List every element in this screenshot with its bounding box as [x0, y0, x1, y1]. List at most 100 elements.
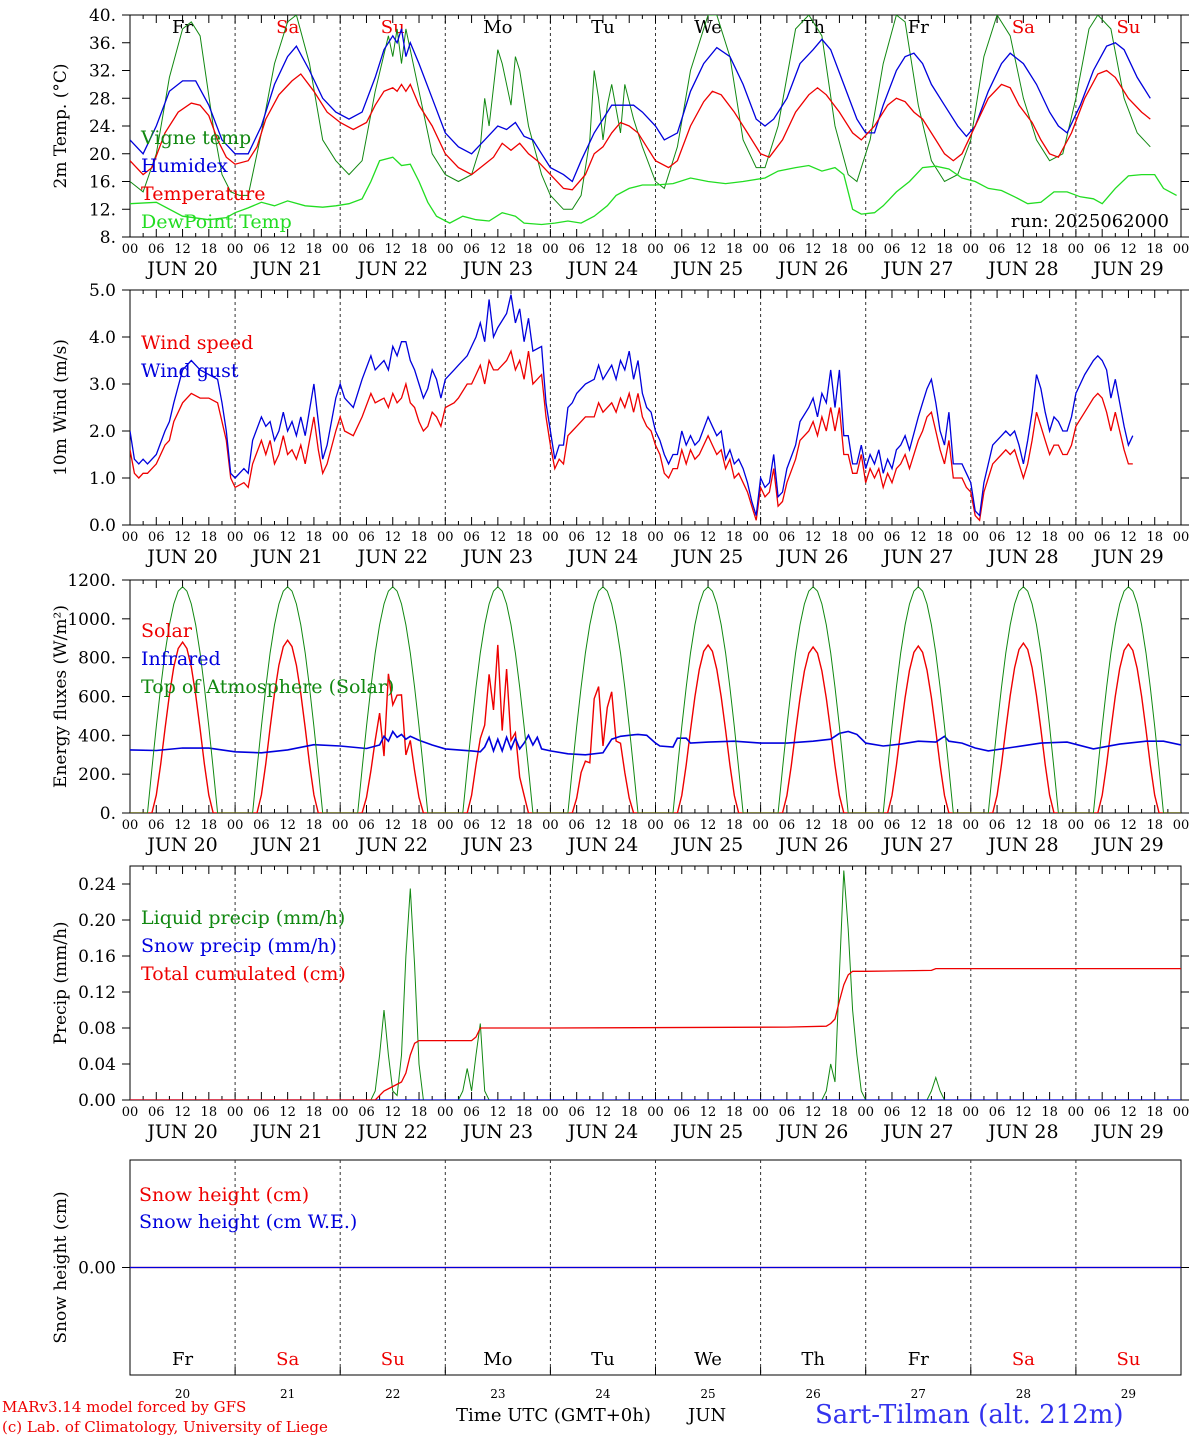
hour-label: 12: [384, 818, 401, 833]
hour-label: 18: [306, 242, 323, 257]
y-tick-label: 16.: [89, 173, 116, 193]
series-group: [130, 294, 1134, 522]
hour-label: 06: [884, 1105, 901, 1120]
day-number-label: 24: [595, 1387, 611, 1401]
date-label: JUN 25: [671, 546, 743, 568]
date-label: JUN 26: [776, 546, 848, 568]
legend-entry: DewPoint Temp: [141, 211, 292, 233]
hour-label: 00: [1068, 530, 1085, 545]
hour-label: 18: [1041, 818, 1058, 833]
hour-label: 18: [1041, 530, 1058, 545]
hour-label: 12: [1120, 1105, 1137, 1120]
hour-label: 00: [122, 1105, 139, 1120]
hour-label: 06: [1094, 530, 1111, 545]
hour-label: 18: [201, 1105, 218, 1120]
y-tick-label: 3.0: [89, 375, 116, 395]
date-label: JUN 25: [671, 834, 743, 856]
hour-label: 12: [1015, 1105, 1032, 1120]
hour-label: 06: [568, 242, 585, 257]
date-label: JUN 25: [671, 1121, 743, 1143]
day-number-label: 20: [175, 1387, 190, 1401]
hour-label: 00: [542, 242, 559, 257]
hour-label: 12: [1015, 530, 1032, 545]
hour-label: 12: [700, 1105, 717, 1120]
y-tick-label: 200.: [78, 765, 116, 785]
hour-label: 18: [726, 530, 743, 545]
hour-label: 06: [463, 242, 480, 257]
hour-label: 18: [831, 530, 848, 545]
hour-label: 12: [279, 242, 296, 257]
legend-entry: Vigne temp: [140, 127, 251, 149]
hour-label: 00: [647, 242, 664, 257]
legend-entry: Infrared: [141, 648, 221, 670]
series-line-wind-gust: [130, 294, 1134, 518]
model-credit: MARv3.14 model forced by GFS: [2, 1398, 247, 1416]
hour-label: 06: [884, 818, 901, 833]
hour-label: 12: [490, 242, 507, 257]
y-tick-label: 24.: [89, 117, 116, 137]
date-label: JUN 24: [566, 834, 638, 856]
hour-label: 18: [831, 1105, 848, 1120]
date-label: JUN 21: [250, 834, 322, 856]
date-label: JUN 28: [986, 834, 1058, 856]
hour-label: 18: [306, 818, 323, 833]
hour-label: 12: [279, 1105, 296, 1120]
hour-label: 00: [227, 530, 244, 545]
legend-entry: Humidex: [141, 155, 228, 177]
hour-label: 00: [437, 530, 454, 545]
day-name-label: Sa: [1012, 1349, 1035, 1370]
day-name-label: Mo: [483, 1349, 512, 1370]
day-number-label: 28: [1016, 1387, 1031, 1401]
date-label: JUN 20: [145, 834, 217, 856]
y-tick-label: 1000.: [67, 610, 116, 630]
hour-label: 00: [1068, 242, 1085, 257]
hour-label: 12: [805, 1105, 822, 1120]
hour-label: 12: [490, 818, 507, 833]
hour-label: 12: [384, 530, 401, 545]
hour-label: 12: [700, 242, 717, 257]
date-label: JUN 28: [986, 1121, 1058, 1143]
hour-label: 12: [805, 818, 822, 833]
y-tick-label: 32.: [89, 62, 116, 82]
hour-label: 18: [201, 530, 218, 545]
hour-label: 06: [674, 1105, 691, 1120]
hour-label: 12: [595, 530, 612, 545]
hour-label: 18: [411, 1105, 428, 1120]
hour-label: 00: [963, 818, 980, 833]
hour-label: 06: [884, 530, 901, 545]
y-axis-label: Snow height (cm): [51, 1191, 71, 1343]
y-tick-label: 0.: [100, 804, 116, 824]
day-number-label: 26: [806, 1387, 821, 1401]
date-label: JUN 24: [566, 1121, 638, 1143]
date-label: JUN 22: [356, 834, 428, 856]
hour-label: 00: [122, 530, 139, 545]
hour-label: 18: [1146, 1105, 1163, 1120]
y-axis-label: Precip (mm/h): [51, 921, 71, 1044]
hour-label: 12: [174, 1105, 191, 1120]
day-name-label: Su: [1116, 17, 1140, 38]
hour-label: 06: [989, 1105, 1006, 1120]
series-line-infrared: [130, 729, 1181, 756]
hour-label: 18: [1041, 1105, 1058, 1120]
series-line-vigne-temp: [130, 15, 1151, 210]
hour-label: 12: [1015, 242, 1032, 257]
legend-entry: Total cumulated (cm): [141, 963, 346, 985]
series-line-dewpoint-temp: [130, 156, 1177, 226]
series-line-humidex: [130, 28, 1151, 183]
day-number-label: 29: [1121, 1387, 1136, 1401]
hour-label: 06: [674, 242, 691, 257]
hour-label: 12: [490, 1105, 507, 1120]
hour-label: 06: [463, 818, 480, 833]
day-name-label: Tu: [591, 17, 615, 38]
y-tick-label: 2.0: [89, 422, 116, 442]
day-name-label: Su: [381, 17, 405, 38]
hour-label: 00: [122, 818, 139, 833]
x-axis-title: Time UTC (GMT+0h): [456, 1405, 651, 1426]
y-tick-label: 4.0: [89, 328, 116, 348]
legend-entry: Solar: [141, 620, 193, 642]
hour-label: 00: [332, 530, 349, 545]
series-line-total-cumulated-cm-: [130, 967, 1181, 1100]
hour-label: 18: [1146, 242, 1163, 257]
hour-label: 00: [647, 1105, 664, 1120]
legend-entry: Liquid precip (mm/h): [141, 907, 345, 929]
